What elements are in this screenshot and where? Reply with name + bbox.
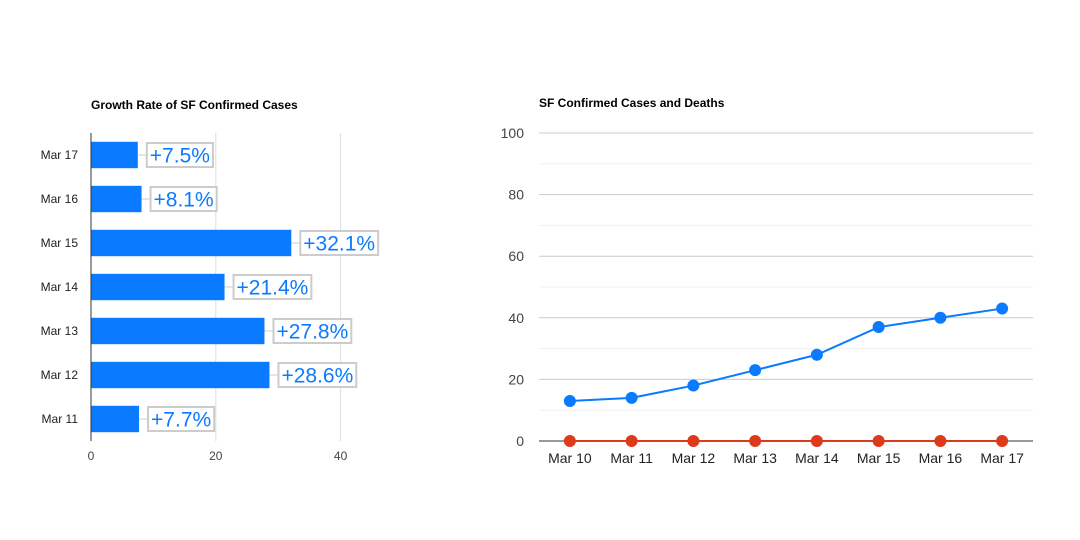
bar — [91, 273, 225, 301]
bar-chart-title: Growth Rate of SF Confirmed Cases — [91, 98, 298, 112]
bar-x-tick-label: 20 — [209, 449, 223, 463]
bar-data-label: +32.1% — [303, 233, 375, 256]
series-point-0 — [687, 379, 700, 392]
bar-category-label: Mar 16 — [41, 192, 79, 206]
bar-data-label: +7.7% — [151, 409, 211, 432]
bar-category-label: Mar 17 — [41, 148, 79, 162]
series-point-1 — [687, 435, 700, 447]
series-point-1 — [872, 435, 885, 447]
line-x-tick-label: Mar 16 — [919, 450, 963, 466]
series-point-1 — [934, 435, 947, 447]
bar-data-label-box — [149, 186, 218, 212]
line-x-tick-label: Mar 11 — [610, 450, 653, 466]
line-x-tick-label: Mar 17 — [980, 450, 1024, 466]
line-x-tick-label: Mar 10 — [548, 450, 592, 466]
line-x-tick-label: Mar 12 — [672, 450, 716, 466]
series-point-1 — [810, 435, 823, 447]
series-point-0 — [872, 321, 885, 334]
line-y-tick-label: 80 — [508, 187, 524, 203]
bar-data-label: +27.8% — [276, 321, 348, 344]
bar — [91, 229, 292, 257]
line-x-tick-label: Mar 14 — [795, 450, 839, 466]
series-point-0 — [934, 311, 947, 324]
line-y-tick-label: 100 — [501, 125, 525, 141]
bar — [91, 361, 270, 389]
series-line-0 — [569, 307, 1003, 402]
series-point-0 — [810, 348, 823, 361]
bar — [91, 405, 140, 433]
bar-data-label-box — [232, 274, 313, 300]
bar — [91, 317, 265, 345]
bar-category-label: Mar 15 — [41, 236, 79, 250]
series-point-0 — [563, 394, 576, 407]
line-y-tick-label: 0 — [516, 433, 524, 449]
bar-data-label: +21.4% — [237, 277, 309, 300]
series-point-0 — [749, 364, 762, 377]
bar-data-label: +28.6% — [281, 365, 353, 388]
line-x-tick-label: Mar 13 — [733, 450, 777, 466]
bar-x-tick-label: 0 — [88, 449, 95, 463]
bar-category-label: Mar 13 — [41, 324, 79, 338]
series-point-0 — [625, 391, 638, 404]
growth-rate-bar-chart: 0 20 40 Mar 17 +7.5% Mar 16 +8.1% Mar 15 +32.1% M… — [41, 133, 380, 463]
series-point-1 — [749, 435, 762, 447]
bar-data-label-box — [272, 318, 353, 344]
bar-category-label: Mar 11 — [42, 412, 79, 426]
cases-deaths-line-chart: 0 20 40 60 80 100 Mar 10 Mar 11 Mar 12 Mar 13 Mar … — [501, 125, 1033, 466]
bar-data-label: +8.1% — [154, 189, 214, 212]
line-y-tick-label: 60 — [508, 248, 524, 264]
series-point-0 — [996, 302, 1009, 315]
series-point-1 — [625, 435, 638, 447]
line-x-tick-label: Mar 15 — [857, 450, 901, 466]
series-point-1 — [996, 435, 1009, 447]
line-y-tick-label: 20 — [508, 371, 524, 387]
bar-data-label-box — [145, 142, 214, 168]
line-y-tick-label: 40 — [508, 310, 524, 326]
bar-data-label-box — [277, 362, 358, 388]
bar-category-label: Mar 14 — [41, 280, 79, 294]
bar-x-tick-label: 40 — [334, 449, 348, 463]
bar-data-label: +7.5% — [150, 145, 210, 168]
bar — [91, 185, 142, 213]
line-chart-title: SF Confirmed Cases and Deaths — [539, 96, 725, 110]
bar-category-label: Mar 12 — [41, 368, 79, 382]
series-point-1 — [563, 435, 576, 447]
bar-data-label-box — [299, 230, 380, 256]
bar — [91, 141, 138, 169]
bar-data-label-box — [147, 406, 216, 432]
